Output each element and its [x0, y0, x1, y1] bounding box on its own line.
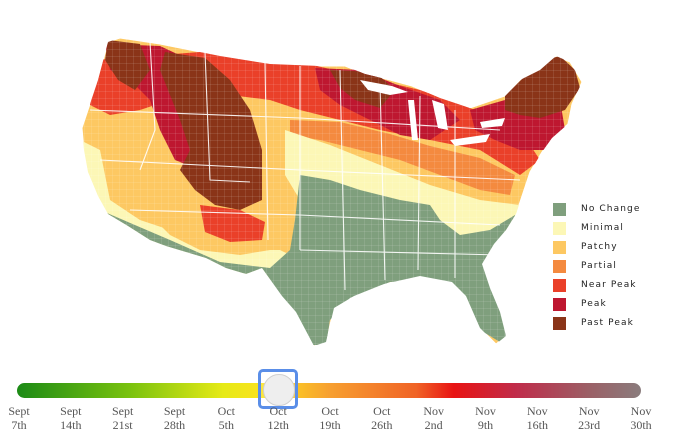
tick-month: Nov [423, 404, 444, 418]
legend-swatch [553, 279, 566, 292]
legend-swatch [553, 260, 566, 273]
tick-month: Oct [321, 404, 339, 418]
us-foliage-map-svg [81, 37, 583, 347]
tick-day: 7th [11, 418, 27, 432]
timeline-slider-track[interactable] [17, 383, 641, 398]
tick-month: Nov [475, 404, 496, 418]
tick-day: 23rd [578, 418, 601, 432]
tick-day: 21st [112, 418, 133, 432]
legend-swatch [553, 317, 566, 330]
legend-label: Patchy [581, 242, 618, 252]
timeline-tick[interactable]: Sept 21st [93, 404, 153, 432]
timeline-tick[interactable]: Nov 16th [507, 404, 567, 432]
legend-label: Partial [581, 261, 617, 271]
timeline-tick[interactable]: Nov 2nd [404, 404, 464, 432]
legend-label: Near Peak [581, 280, 637, 290]
timeline-tick[interactable]: Sept 28th [145, 404, 205, 432]
tick-day: 16th [526, 418, 548, 432]
legend-label: Peak [581, 299, 607, 309]
slider-knob[interactable] [263, 374, 296, 406]
tick-day: 14th [60, 418, 82, 432]
legend-swatch [553, 222, 566, 235]
tick-day: 28th [163, 418, 186, 432]
tick-month: Nov [578, 404, 600, 418]
legend-swatch [553, 203, 566, 216]
timeline-tick[interactable]: Sept 7th [0, 404, 49, 432]
legend-label: Past Peak [581, 318, 634, 328]
tick-day: 26th [371, 418, 393, 432]
tick-month: Oct [373, 404, 391, 418]
tick-day: 19th [319, 418, 341, 432]
tick-month: Nov [630, 404, 652, 418]
timeline-tick[interactable]: Oct 12th [248, 404, 308, 432]
legend-label: Minimal [581, 223, 624, 233]
tick-month: Oct [217, 404, 235, 418]
state-borders [89, 41, 521, 291]
tick-day: 12th [267, 418, 289, 432]
legend-swatch [553, 241, 566, 254]
tick-month: Oct [269, 404, 287, 418]
timeline-tick[interactable]: Oct 26th [352, 404, 412, 432]
timeline-tick[interactable]: Oct 5th [196, 404, 256, 432]
timeline-tick[interactable]: Sept 14th [41, 404, 101, 432]
great-lakes [360, 80, 505, 146]
legend-label: No Change [581, 204, 641, 214]
foliage-map [81, 37, 583, 347]
timeline-slider-handle[interactable] [258, 369, 299, 409]
tick-month: Sept [111, 404, 134, 418]
tick-month: Nov [526, 404, 548, 418]
timeline-tick[interactable]: Nov 9th [456, 404, 516, 432]
tick-month: Sept [8, 404, 30, 418]
tick-day: 9th [477, 418, 494, 432]
timeline-tick[interactable]: Nov 30th [611, 404, 671, 432]
legend-swatch [553, 298, 566, 311]
tick-day: 30th [630, 418, 652, 432]
timeline-tick[interactable]: Oct 19th [300, 404, 360, 432]
tick-month: Sept [60, 404, 82, 418]
tick-day: 5th [218, 418, 234, 432]
timeline-tick[interactable]: Nov 23rd [559, 404, 619, 432]
tick-month: Sept [163, 404, 186, 418]
tick-day: 2nd [424, 418, 443, 432]
